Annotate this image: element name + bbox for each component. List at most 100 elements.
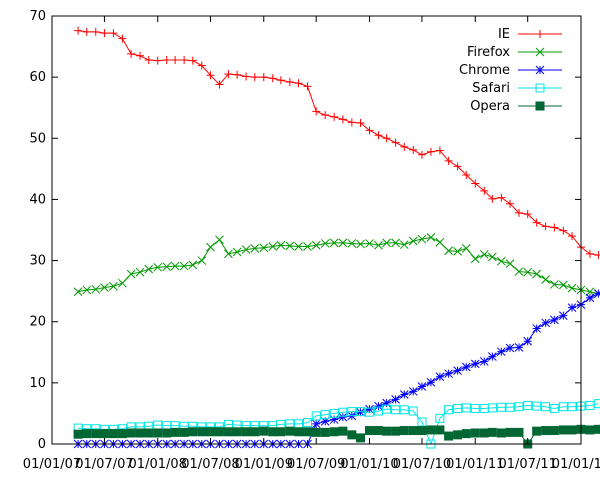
data-point-ie xyxy=(197,61,206,70)
data-point-safari xyxy=(311,411,321,421)
data-point-firefox xyxy=(118,278,127,288)
data-point-ie xyxy=(268,74,277,83)
data-point-ie xyxy=(532,218,541,227)
series-ie xyxy=(74,26,600,260)
data-point-ie xyxy=(233,70,242,79)
data-point-firefox xyxy=(82,285,92,295)
data-point-ie xyxy=(144,56,153,65)
data-point-firefox xyxy=(347,239,357,248)
data-point-opera xyxy=(223,427,233,437)
data-point-opera xyxy=(558,425,568,435)
data-point-chrome xyxy=(594,289,600,298)
data-point-ie xyxy=(541,222,550,231)
data-point-chrome xyxy=(558,311,568,320)
data-point-chrome xyxy=(426,377,436,387)
data-point-ie xyxy=(347,118,356,127)
data-point-opera xyxy=(99,429,109,439)
data-point-opera xyxy=(82,429,92,439)
data-point-safari xyxy=(593,399,600,409)
data-point-firefox xyxy=(514,267,524,276)
data-point-ie xyxy=(356,119,365,127)
data-point-firefox xyxy=(100,283,109,292)
data-point-safari xyxy=(356,407,366,417)
data-point-opera xyxy=(135,428,145,438)
x-tick-label: 01/01/12 xyxy=(552,457,600,472)
data-point-opera xyxy=(320,427,330,437)
data-point-ie xyxy=(568,232,577,241)
data-point-opera xyxy=(188,427,198,437)
x-tick-label: 01/01/07 xyxy=(23,457,81,472)
data-point-ie xyxy=(338,115,347,124)
data-point-firefox xyxy=(541,275,551,284)
data-point-firefox xyxy=(408,236,418,246)
legend-item-safari: Safari xyxy=(472,81,562,96)
data-point-ie xyxy=(294,79,303,88)
data-point-safari xyxy=(453,404,463,414)
data-point-chrome xyxy=(329,415,339,424)
data-point-opera xyxy=(514,427,524,437)
data-point-firefox xyxy=(170,261,180,271)
data-point-chrome xyxy=(505,343,515,353)
legend-item-firefox: Firefox xyxy=(467,45,562,60)
data-point-opera xyxy=(365,426,375,436)
legend-marker-ie xyxy=(536,30,544,38)
data-point-safari xyxy=(417,417,427,427)
data-point-firefox xyxy=(338,238,348,248)
legend-label-firefox: Firefox xyxy=(467,45,510,60)
data-point-safari xyxy=(391,405,401,415)
data-point-opera xyxy=(214,427,224,437)
x-tick-label: 01/01/11 xyxy=(446,457,504,472)
y-tick-label: 20 xyxy=(29,315,46,330)
data-point-safari xyxy=(567,402,577,412)
x-tick-label: 01/01/10 xyxy=(340,457,398,472)
y-tick-label: 60 xyxy=(29,70,46,85)
data-point-firefox xyxy=(241,245,251,254)
data-point-opera xyxy=(241,427,251,437)
data-point-opera xyxy=(453,430,463,440)
data-point-chrome xyxy=(532,324,542,333)
data-point-safari xyxy=(408,406,418,416)
data-point-firefox xyxy=(109,281,118,291)
data-point-opera xyxy=(311,427,321,437)
data-point-firefox xyxy=(461,243,471,253)
data-point-firefox xyxy=(303,242,312,251)
data-point-opera xyxy=(417,426,427,436)
data-point-ie xyxy=(162,56,171,65)
y-tick-label: 50 xyxy=(29,131,46,146)
data-point-firefox xyxy=(188,260,198,270)
data-point-ie xyxy=(488,194,497,203)
data-point-opera xyxy=(108,429,118,439)
data-point-ie xyxy=(250,73,259,82)
data-point-opera xyxy=(170,427,180,437)
x-tick-label: 01/07/08 xyxy=(181,457,239,472)
data-point-firefox xyxy=(294,242,303,251)
x-tick-label: 01/01/09 xyxy=(235,457,293,472)
data-point-ie xyxy=(435,146,444,155)
y-tick-label: 10 xyxy=(29,376,46,391)
data-point-opera xyxy=(373,426,383,436)
data-point-opera xyxy=(329,427,339,437)
data-point-firefox xyxy=(532,269,542,279)
y-tick-label: 40 xyxy=(29,192,46,207)
legend-label-chrome: Chrome xyxy=(459,63,510,78)
data-point-opera xyxy=(408,426,418,436)
data-point-opera xyxy=(461,429,471,439)
data-point-firefox xyxy=(215,235,224,245)
data-point-firefox xyxy=(259,243,269,253)
data-point-firefox xyxy=(374,240,383,250)
data-point-ie xyxy=(259,73,268,82)
data-point-safari xyxy=(303,418,313,428)
data-point-chrome xyxy=(399,390,409,399)
legend-label-ie: IE xyxy=(498,27,510,42)
legend-marker-chrome xyxy=(535,65,545,75)
data-point-ie xyxy=(171,56,180,65)
data-point-opera xyxy=(399,426,409,436)
data-point-chrome xyxy=(523,336,533,346)
data-point-ie xyxy=(506,199,515,208)
data-point-safari xyxy=(558,402,568,412)
data-point-opera xyxy=(126,428,136,438)
data-point-firefox xyxy=(399,240,409,250)
data-point-ie xyxy=(188,56,197,65)
data-point-opera xyxy=(179,427,189,437)
